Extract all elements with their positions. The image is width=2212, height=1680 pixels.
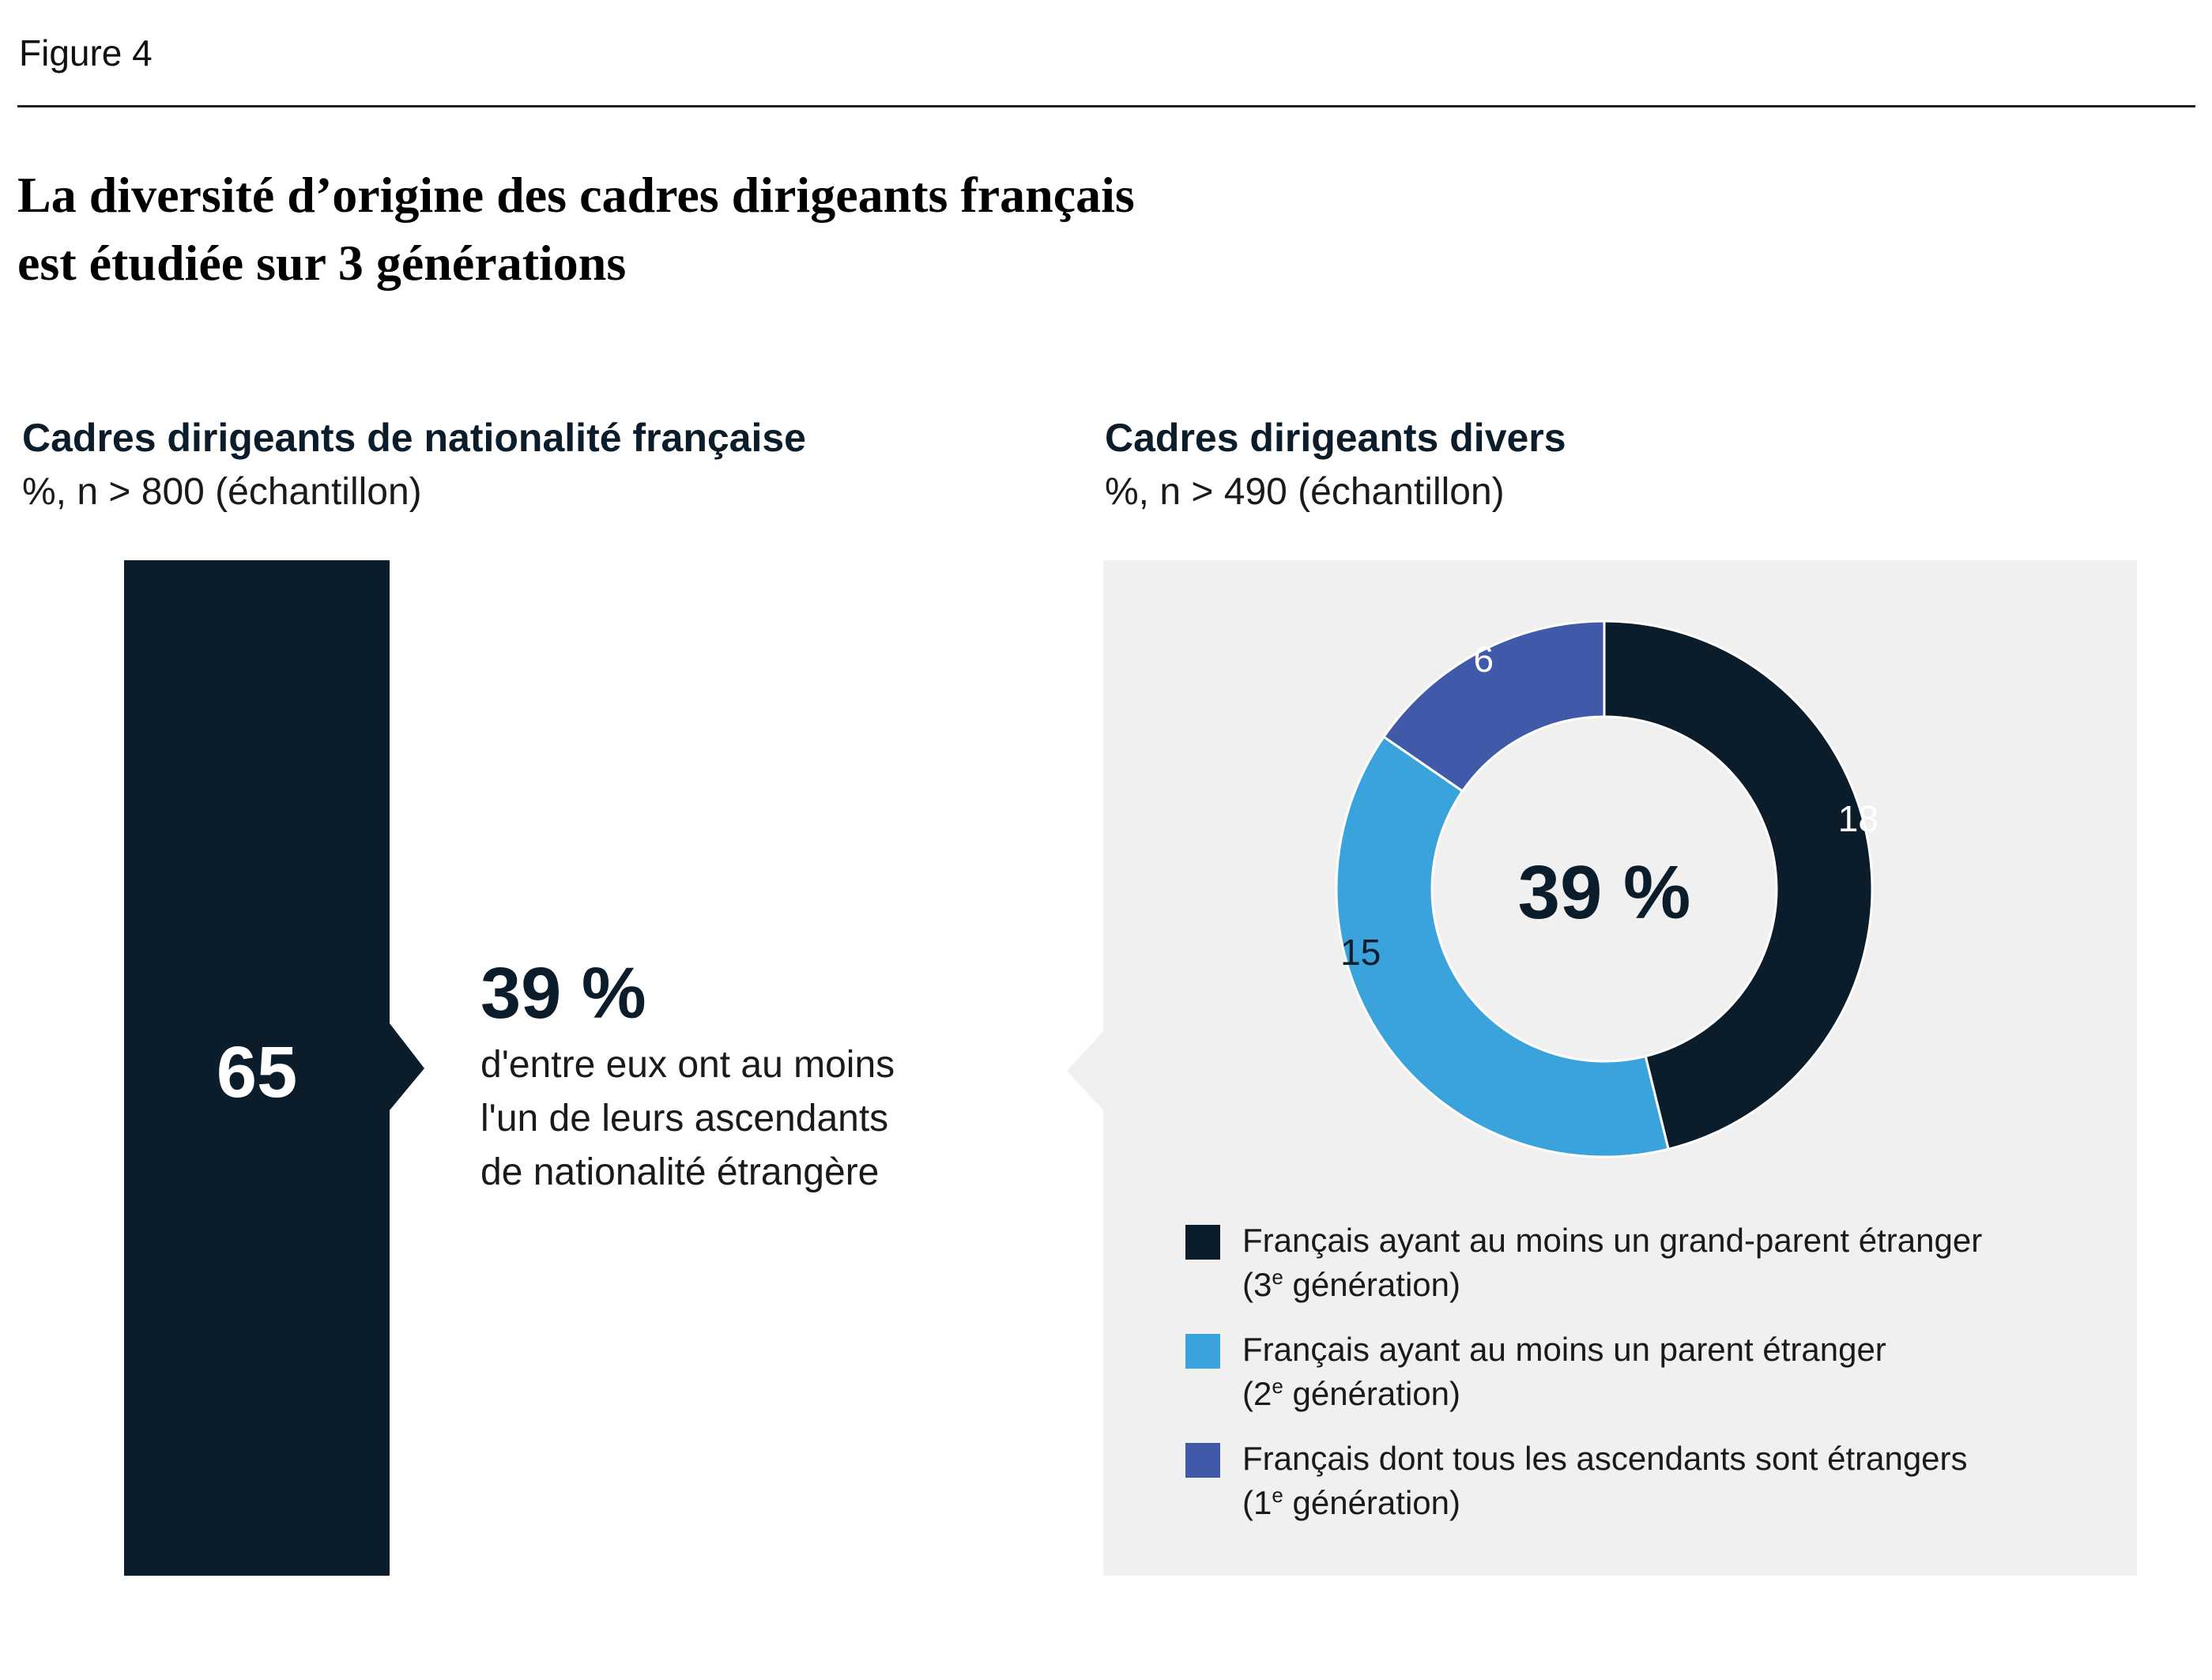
donut-chart: 18 15 6: [1335, 620, 1879, 1158]
figure-title-line-2: est étudiée sur 3 générations: [17, 235, 627, 291]
legend-sublabel: (1e génération): [1242, 1483, 1460, 1521]
donut-slice-18: [1603, 620, 1874, 1151]
donut-slice-15: [1335, 735, 1670, 1158]
legend-swatch: [1185, 1334, 1220, 1369]
slice-value-label: 6: [1474, 638, 1494, 680]
legend-swatch: [1185, 1225, 1220, 1260]
figure-title-line-1: La diversité d’origine des cadres dirige…: [17, 167, 1135, 223]
donut-slice-6: [1381, 620, 1606, 793]
left-panel-heading: Cadres dirigeants de nationalité françai…: [22, 416, 806, 460]
donut-center-label: 39 %: [1517, 850, 1691, 935]
bar-value-label: 65: [216, 1032, 298, 1113]
legend-swatch: [1185, 1443, 1220, 1478]
slice-value-label: 15: [1340, 932, 1381, 973]
header-rule: [17, 105, 2195, 107]
legend-sublabel: (3e génération): [1242, 1265, 1460, 1303]
figure-label: Figure 4: [19, 32, 153, 73]
right-panel-subheading: %, n > 490 (échantillon): [1105, 471, 1505, 513]
callout-text-line: l'un de leurs ascendants: [480, 1098, 889, 1139]
left-panel-subheading: %, n > 800 (échantillon): [22, 471, 422, 513]
legend-label: Français ayant au moins un parent étrang…: [1242, 1331, 1886, 1368]
legend-label: Français dont tous les ascendants sont é…: [1242, 1440, 1968, 1477]
slice-value-label: 18: [1838, 798, 1879, 839]
callout-value: 39 %: [480, 953, 646, 1034]
bar-65: [124, 560, 424, 1576]
legend-label: Français ayant au moins un grand-parent …: [1242, 1222, 1983, 1259]
callout-text-line: d'entre eux ont au moins: [480, 1044, 895, 1086]
legend-sublabel: (2e génération): [1242, 1374, 1460, 1412]
callout-text-line: de nationalité étrangère: [480, 1151, 880, 1193]
right-panel-heading: Cadres dirigeants divers: [1105, 416, 1566, 460]
